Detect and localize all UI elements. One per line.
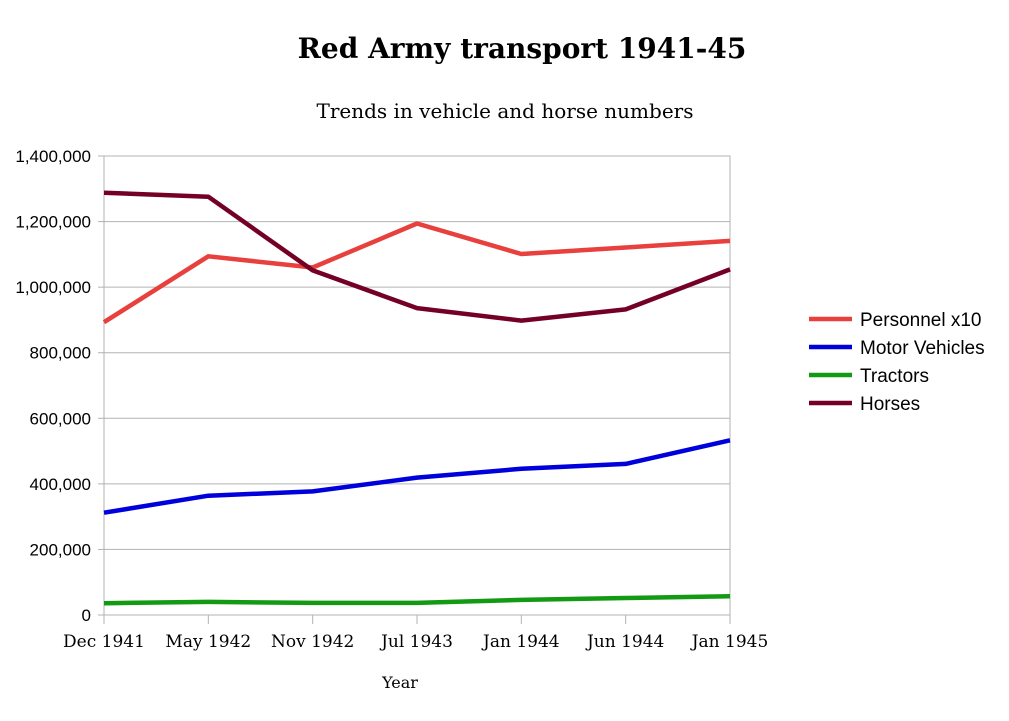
y-tick-label: 600,000	[30, 409, 91, 428]
x-tick-label: Jan 1945	[690, 632, 769, 652]
legend-label-horses: Horses	[860, 394, 920, 415]
x-tick-label: Nov 1942	[271, 632, 354, 652]
x-tick-label: Jul 1943	[379, 632, 453, 652]
y-tick-label: 1,400,000	[15, 147, 91, 166]
x-tick-label: May 1942	[165, 632, 251, 652]
gridlines	[104, 155, 730, 616]
chart-subtitle: Trends in vehicle and horse numbers	[317, 99, 694, 123]
legend-label-personnel-x10: Personnel x10	[860, 310, 981, 331]
y-tick-label: 0	[82, 606, 91, 625]
y-tick-label: 200,000	[30, 540, 91, 559]
legend-label-motor-vehicles: Motor Vehicles	[860, 338, 985, 359]
y-tick-label: 800,000	[30, 344, 91, 363]
series-line-horses	[103, 190, 731, 323]
x-axis-label: Year	[381, 673, 418, 692]
x-tick-label: Jan 1944	[481, 632, 560, 652]
series-line-motor-vehicles	[103, 438, 731, 515]
y-tick-label: 1,200,000	[15, 213, 91, 232]
chart-title: Red Army transport 1941-45	[298, 32, 747, 65]
x-tick-label: Jun 1944	[585, 632, 664, 652]
series-line-personnel-x10	[102, 221, 731, 325]
y-tick-label: 1,000,000	[15, 278, 91, 297]
y-axis-ticks: 0 200,000 400,000 600,000 800,000 1,000,000 1,…	[15, 147, 104, 625]
x-tick-label: Dec 1941	[63, 632, 145, 652]
y-tick-label: 400,000	[30, 475, 91, 494]
x-axis-ticks: Dec 1941 May 1942 Nov 1942 Jul 1943 Jan 1944…	[63, 615, 768, 652]
legend-label-tractors: Tractors	[860, 366, 929, 387]
series-lines	[102, 190, 731, 606]
series-line-tractors	[103, 594, 731, 606]
legend: Personnel x10 Motor Vehicles Tractors Horse…	[809, 310, 985, 415]
